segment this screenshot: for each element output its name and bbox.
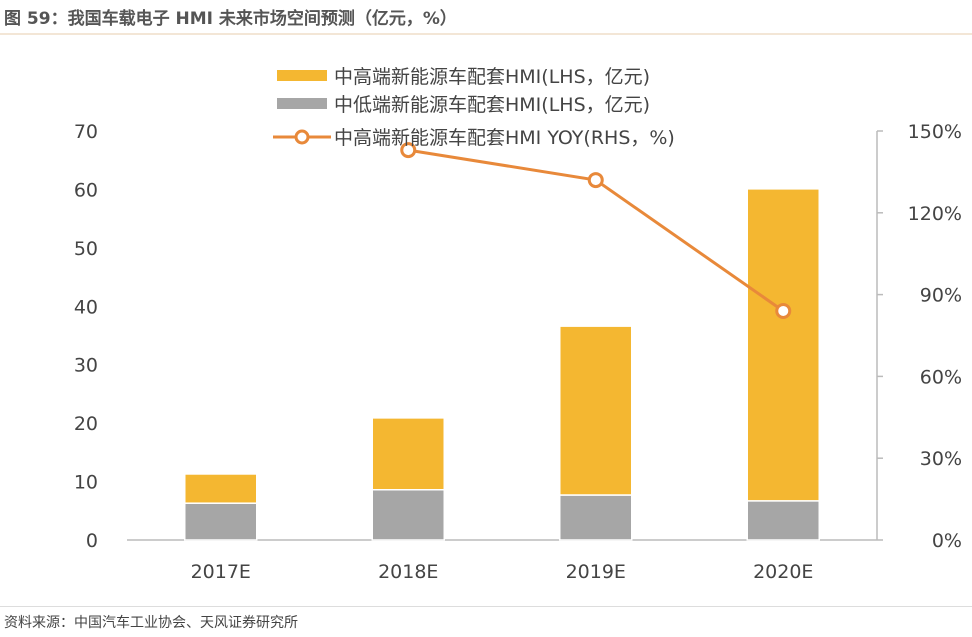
- title-divider: [0, 33, 972, 35]
- category-label: 2017E: [191, 561, 251, 583]
- right-tick-label: 90%: [920, 285, 962, 307]
- bar-low-mid-2018E: [371, 489, 445, 541]
- right-tick-label: 60%: [920, 366, 962, 388]
- bar-mid-high-2018E: [371, 417, 445, 491]
- bar-mid-high-2017E: [184, 473, 258, 504]
- left-tick-label: 50: [74, 238, 98, 260]
- left-tick-label: 10: [74, 472, 98, 494]
- bar-low-mid-2019E: [559, 494, 633, 541]
- legend-label: 中低端新能源车配套HMI(LHS，亿元): [334, 94, 650, 116]
- right-tick-label: 0%: [932, 530, 962, 552]
- legend-label: 中高端新能源车配套HMI(LHS，亿元): [334, 66, 650, 88]
- bar-mid-high-2020E: [746, 188, 820, 502]
- yoy-point: [400, 142, 417, 159]
- category-label: 2020E: [753, 561, 813, 583]
- right-tick-label: 30%: [920, 448, 962, 470]
- bar-mid-high-2019E: [559, 325, 633, 496]
- source-note: 资料来源：中国汽车工业协会、天风证券研究所: [4, 615, 298, 631]
- bar-low-mid-2017E: [184, 502, 258, 541]
- left-tick-label: 70: [74, 121, 98, 143]
- figure-title: 图 59：我国车载电子 HMI 未来市场空间预测（亿元，%）: [4, 9, 457, 29]
- yoy-point: [587, 172, 604, 189]
- category-label: 2019E: [566, 561, 626, 583]
- left-tick-label: 40: [74, 296, 98, 318]
- left-tick-label: 30: [74, 355, 98, 377]
- source-divider: [0, 606, 972, 607]
- left-tick-label: 0: [86, 530, 98, 552]
- yoy-point: [775, 302, 792, 319]
- category-label: 2018E: [378, 561, 438, 583]
- legend-label: 中高端新能源车配套HMI YOY(RHS，%): [334, 127, 675, 149]
- right-tick-label: 150%: [908, 121, 962, 143]
- left-tick-label: 60: [74, 179, 98, 201]
- bar-low-mid-2020E: [746, 500, 820, 541]
- left-tick-label: 20: [74, 413, 98, 435]
- legend-swatch: [277, 70, 327, 81]
- right-tick-label: 120%: [908, 203, 962, 225]
- legend-swatch: [277, 98, 327, 109]
- legend-marker: [294, 129, 310, 145]
